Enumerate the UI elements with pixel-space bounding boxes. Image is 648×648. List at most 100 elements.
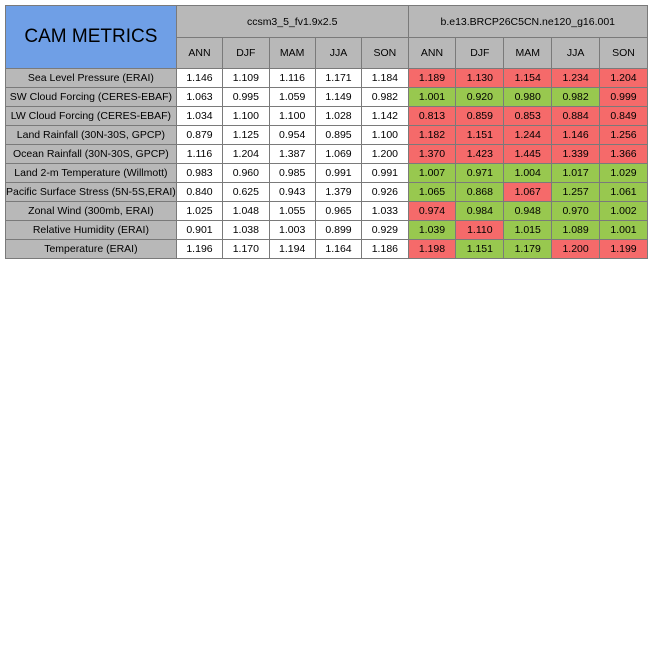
case1-value-jja: 0.895 (314, 125, 363, 145)
case1-value-ann: 1.146 (175, 68, 224, 88)
case2-value-jja: 0.982 (551, 87, 601, 107)
case1-value-djf: 1.048 (222, 201, 270, 221)
case1-value-djf: 1.038 (222, 220, 270, 240)
case2-value-djf: 1.110 (455, 220, 505, 240)
case2-value-mam: 0.948 (503, 201, 553, 221)
metrics-table: CAM METRICS ccsm3_5_fv1.9x2.5 b.e13.BRCP… (5, 5, 648, 259)
case1-value-djf: 1.109 (222, 68, 270, 88)
row-label-text: Relative Humidity (ERAI) (32, 224, 149, 236)
case2-value-jja: 1.200 (551, 239, 601, 259)
case2-value-djf: 1.151 (455, 125, 505, 145)
case2-value-ann: 1.007 (407, 163, 457, 183)
case2-value-son: 1.256 (599, 125, 648, 145)
case2-value-son: 1.204 (599, 68, 648, 88)
case2-value-jja: 0.970 (551, 201, 601, 221)
case2-value-djf: 0.859 (455, 106, 505, 126)
case2-value-son: 1.001 (599, 220, 648, 240)
case1-value-jja: 1.171 (314, 68, 363, 88)
case1-value-mam: 1.055 (268, 201, 316, 221)
case1-value-jja: 1.164 (314, 239, 363, 259)
table-row: Land 2-m Temperature (Willmott) 0.983 0.96… (5, 163, 648, 183)
case1-value-son: 0.991 (361, 163, 409, 183)
case2-value-son: 0.849 (599, 106, 648, 126)
case1-value-ann: 0.840 (175, 182, 224, 202)
table-row: SW Cloud Forcing (CERES-EBAF) 1.063 0.995 1… (5, 87, 648, 107)
case2-value-mam: 1.445 (503, 144, 553, 164)
case1-value-djf: 1.125 (222, 125, 270, 145)
case1-value-son: 0.929 (361, 220, 409, 240)
case2-value-mam: 1.179 (503, 239, 553, 259)
table-row: Sea Level Pressure (ERAI) 1.146 1.109 1.116… (5, 68, 648, 88)
case1-value-jja: 0.991 (314, 163, 363, 183)
case1-value-son: 1.200 (361, 144, 409, 164)
row-label-text: Zonal Wind (300mb, ERAI) (28, 205, 154, 217)
case2-value-jja: 1.234 (551, 68, 601, 88)
row-label: Land 2-m Temperature (Willmott) (5, 163, 177, 183)
case-group-header-1: ccsm3_5_fv1.9x2.5 (175, 5, 409, 38)
case1-value-mam: 0.985 (268, 163, 316, 183)
season-header-ann-case2: ANN (407, 37, 457, 69)
row-label: Temperature (ERAI) (5, 239, 177, 259)
row-label: Sea Level Pressure (ERAI) (5, 68, 177, 88)
season-header-djf-case1: DJF (222, 37, 270, 69)
row-label-text: Temperature (ERAI) (44, 243, 138, 255)
row-label-text: Sea Level Pressure (ERAI) (27, 72, 154, 84)
case1-value-mam: 1.003 (268, 220, 316, 240)
case2-value-ann: 1.370 (407, 144, 457, 164)
season-header-djf-case2: DJF (455, 37, 505, 69)
case2-value-djf: 0.920 (455, 87, 505, 107)
row-label: Land Rainfall (30N-30S, GPCP) (5, 125, 177, 145)
case2-value-mam: 0.980 (503, 87, 553, 107)
case2-value-ann: 1.198 (407, 239, 457, 259)
case1-value-son: 1.100 (361, 125, 409, 145)
case2-value-djf: 1.130 (455, 68, 505, 88)
season-header-mam-case2: MAM (503, 37, 553, 69)
case1-value-ann: 1.063 (175, 87, 224, 107)
case1-value-son: 0.982 (361, 87, 409, 107)
case2-value-jja: 0.884 (551, 106, 601, 126)
case1-value-son: 1.142 (361, 106, 409, 126)
case1-value-djf: 0.625 (222, 182, 270, 202)
case1-value-ann: 0.983 (175, 163, 224, 183)
row-label: Relative Humidity (ERAI) (5, 220, 177, 240)
case2-value-mam: 0.853 (503, 106, 553, 126)
case2-value-ann: 0.974 (407, 201, 457, 221)
table-row: Pacific Surface Stress (5N-5S,ERAI) 0.840… (5, 182, 648, 202)
case2-value-mam: 1.154 (503, 68, 553, 88)
case1-value-djf: 0.960 (222, 163, 270, 183)
case2-value-djf: 0.971 (455, 163, 505, 183)
case2-value-son: 1.366 (599, 144, 648, 164)
case2-value-jja: 1.339 (551, 144, 601, 164)
table-row: Temperature (ERAI) 1.196 1.170 1.194 1.164 1.… (5, 239, 648, 259)
row-label: Pacific Surface Stress (5N-5S,ERAI) (5, 182, 177, 202)
table-row: Zonal Wind (300mb, ERAI) 1.025 1.048 1.055 0… (5, 201, 648, 221)
case1-value-jja: 0.899 (314, 220, 363, 240)
case1-value-son: 1.184 (361, 68, 409, 88)
case1-value-mam: 1.387 (268, 144, 316, 164)
case-group-header-2: b.e13.BRCP26C5CN.ne120_g16.001 (407, 5, 648, 38)
row-label-text: Land Rainfall (30N-30S, GPCP) (16, 129, 166, 141)
case1-value-jja: 1.379 (314, 182, 363, 202)
case2-value-son: 1.061 (599, 182, 648, 202)
table-title: CAM METRICS (5, 5, 177, 69)
case2-value-mam: 1.015 (503, 220, 553, 240)
season-header-son-case1: SON (361, 37, 409, 69)
season-header-son-case2: SON (599, 37, 648, 69)
case1-value-ann: 1.034 (175, 106, 224, 126)
case2-value-jja: 1.146 (551, 125, 601, 145)
case2-value-son: 0.999 (599, 87, 648, 107)
case1-value-djf: 1.204 (222, 144, 270, 164)
table-row: Land Rainfall (30N-30S, GPCP) 0.879 1.125 0… (5, 125, 648, 145)
case2-value-ann: 1.039 (407, 220, 457, 240)
case1-value-mam: 1.100 (268, 106, 316, 126)
table-row: Ocean Rainfall (30N-30S, GPCP) 1.116 1.204… (5, 144, 648, 164)
case2-value-ann: 0.813 (407, 106, 457, 126)
table-row: Relative Humidity (ERAI) 0.901 1.038 1.003 0… (5, 220, 648, 240)
case1-value-son: 0.926 (361, 182, 409, 202)
row-label-text: Land 2-m Temperature (Willmott) (14, 167, 168, 179)
case2-value-son: 1.029 (599, 163, 648, 183)
case2-value-jja: 1.089 (551, 220, 601, 240)
case1-value-jja: 1.028 (314, 106, 363, 126)
case2-value-djf: 1.151 (455, 239, 505, 259)
case2-value-jja: 1.017 (551, 163, 601, 183)
